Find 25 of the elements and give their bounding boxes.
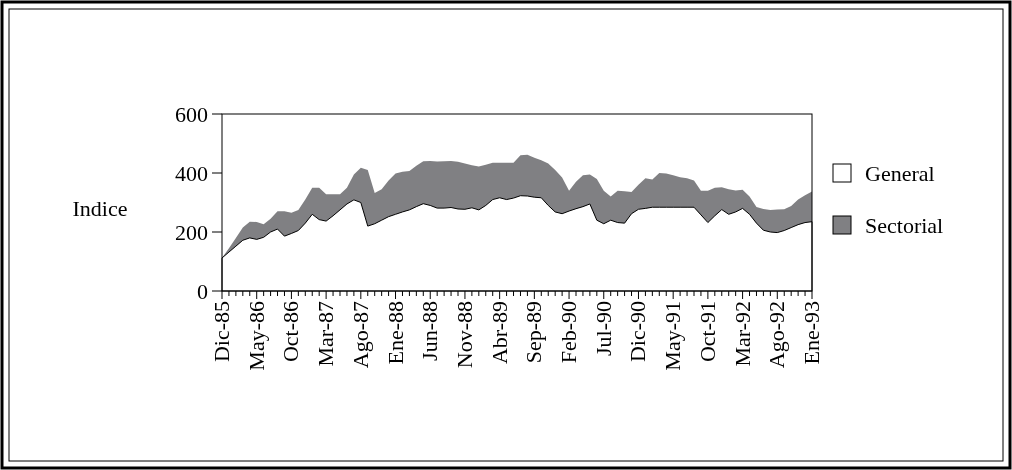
y-tick-label: 200: [175, 219, 208, 245]
x-tick-label: Sep-89: [521, 301, 547, 364]
x-tick-label: Dic-90: [625, 301, 651, 363]
x-tick-label: Oct-86: [278, 301, 304, 363]
y-tick-label: 400: [175, 160, 208, 186]
x-tick-label: Ene-88: [382, 301, 408, 365]
x-tick-label: Ago-92: [764, 301, 790, 369]
x-tick-label: May-86: [243, 301, 269, 371]
x-tick-label: Abr-89: [486, 301, 512, 365]
x-tick-label: Dic-85: [209, 301, 234, 363]
x-tick-label: Oct-91: [694, 301, 720, 363]
legend-label: Sectorial: [865, 212, 944, 238]
x-tick-label: Ene-93: [799, 301, 824, 365]
y-tick-label: 0: [197, 278, 208, 304]
x-tick-label: Feb-90: [556, 301, 582, 364]
x-tick-label: May-91: [660, 301, 686, 371]
x-tick-label: Ago-87: [347, 301, 373, 369]
y-axis-title: Indice: [72, 195, 128, 221]
x-tick-label: Nov-88: [451, 301, 477, 369]
x-tick-label: Mar-92: [729, 301, 755, 367]
y-tick-label: 600: [175, 101, 208, 127]
x-tick-label: Jul-90: [590, 301, 616, 356]
x-tick-label: Mar-87: [313, 301, 339, 367]
x-tick-label: Jun-88: [417, 301, 443, 361]
legend-label: General: [865, 160, 935, 186]
